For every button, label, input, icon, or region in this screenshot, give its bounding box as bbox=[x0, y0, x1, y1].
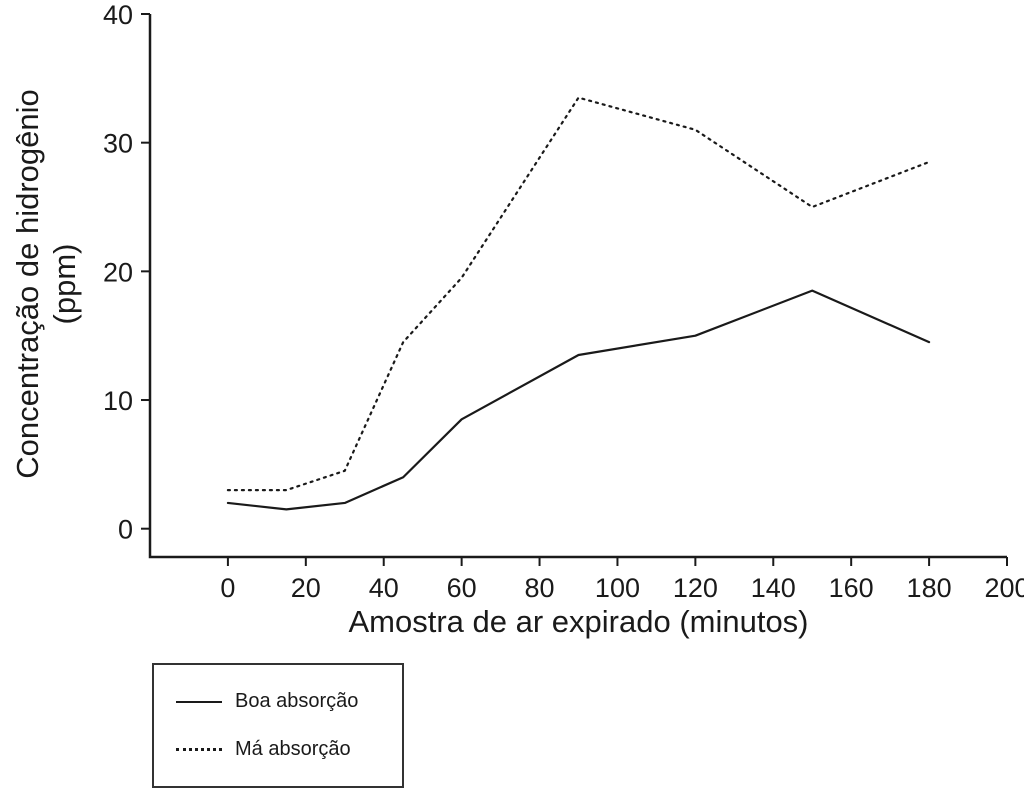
y-axis-tick-label: 10 bbox=[103, 386, 133, 416]
series-line-ma-absorcao bbox=[226, 96, 931, 492]
plot-area: 0 20 40 60 80 100 120 140 160 180 200 0 10 20 30 40 bbox=[103, 0, 1024, 602]
x-axis-tick-label: 180 bbox=[907, 573, 952, 602]
x-axis-tick-label: 160 bbox=[829, 573, 874, 602]
dotted-line-sample-icon bbox=[176, 748, 222, 751]
x-axis-tick-label: 100 bbox=[595, 573, 640, 602]
x-axis-title: Amostra de ar expirado (minutos) bbox=[348, 604, 809, 639]
x-axis-tick-label: 80 bbox=[525, 573, 555, 602]
y-axis-tick-label: 0 bbox=[118, 515, 133, 545]
series-line-boa-absorcao bbox=[226, 289, 931, 511]
x-axis-tick-label: 20 bbox=[291, 573, 321, 602]
y-axis-tick-label: 30 bbox=[103, 129, 133, 159]
x-axis-tick-label: 40 bbox=[369, 573, 399, 602]
legend-label-bad-absorption: Má absorção bbox=[235, 738, 351, 760]
x-axis-tick-label: 140 bbox=[751, 573, 796, 602]
y-axis-tick-label: 20 bbox=[103, 257, 133, 287]
y-axis-title: Concentração de hidrogênio (ppm) bbox=[9, 0, 83, 584]
y-axis-tick-label: 40 bbox=[103, 0, 133, 30]
y-axis-title-line2: (ppm) bbox=[47, 243, 82, 325]
legend-item-good-absorption: Boa absorção bbox=[176, 690, 402, 713]
y-axis-title-line1: Concentração de hidrogênio bbox=[10, 89, 45, 479]
legend: Boa absorção Má absorção bbox=[152, 663, 404, 788]
x-axis-tick-label: 60 bbox=[447, 573, 477, 602]
solid-line-sample-icon bbox=[176, 700, 222, 703]
x-axis-tick-label: 0 bbox=[220, 573, 235, 602]
x-axis-tick-label: 200 bbox=[984, 573, 1024, 602]
x-axis-tick-label: 120 bbox=[673, 573, 718, 602]
legend-label-good-absorption: Boa absorção bbox=[235, 690, 359, 712]
axes-spines bbox=[148, 14, 1007, 559]
legend-item-bad-absorption: Má absorção bbox=[176, 738, 402, 761]
